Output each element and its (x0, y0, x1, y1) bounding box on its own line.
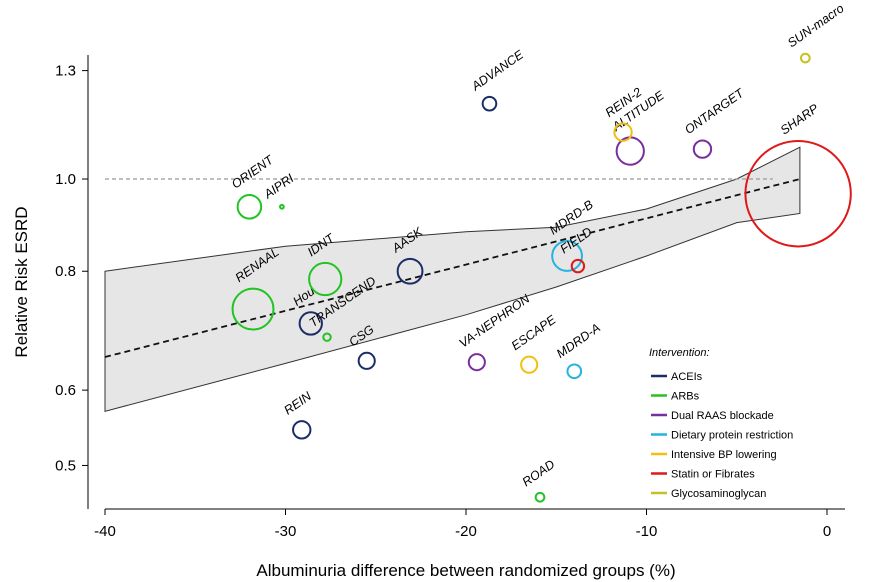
study-bubble (298, 311, 323, 336)
x-tick-label: 0 (823, 523, 831, 540)
legend-label: Statin or Fibrates (671, 469, 755, 481)
study-bubble (236, 194, 263, 220)
study-label: ROAD (520, 457, 558, 489)
study-label: ADVANCE (468, 47, 526, 94)
x-axis-title: Albuminuria difference between randomize… (256, 561, 675, 580)
study-bubble (566, 363, 583, 380)
study-bubble (520, 355, 539, 374)
legend-label: Glycosaminoglycan (671, 488, 766, 500)
study-bubble (396, 257, 424, 285)
legend-label: ACEIs (671, 371, 703, 383)
x-tick-label: -30 (275, 523, 297, 540)
y-tick-label: 1.0 (55, 171, 76, 188)
study-label: SUN-macro (785, 1, 847, 50)
legend-label: Dual RAAS blockade (671, 410, 774, 422)
study-bubble (613, 122, 633, 142)
legend-title: Intervention: (649, 347, 710, 359)
study-bubble (292, 420, 312, 440)
study-bubble (357, 351, 376, 370)
legend-label: Intensive BP lowering (671, 449, 777, 461)
study-label: SHARP (778, 101, 822, 138)
y-axis-title: Relative Risk ESRD (12, 206, 31, 357)
study-label: MDRD-A (554, 321, 603, 361)
y-tick-label: 0.8 (55, 263, 76, 280)
study-bubble (481, 95, 498, 112)
study-label: REIN (281, 388, 314, 417)
axes: 0.5 0.6 0.8 1.0 1.3 -40 -30 -20 -10 0 Albuminuria … (12, 55, 845, 580)
legend: Intervention: ACEIs ARBs Dual RAAS blockade… (649, 347, 793, 500)
legend-label: ARBs (671, 391, 700, 403)
study-label: AIPRI (261, 171, 297, 202)
study-label: ONTARGET (682, 85, 747, 137)
study-bubble (744, 140, 852, 248)
study-bubble (467, 353, 486, 372)
study-bubble (279, 203, 285, 210)
study-bubble (322, 332, 332, 342)
legend-label: Dietary protein restriction (671, 430, 793, 442)
study-bubble (570, 258, 586, 274)
confidence-band (104, 146, 801, 412)
study-bubble (534, 491, 546, 503)
y-tick-label: 0.6 (55, 382, 76, 399)
study-label: ESCAPE (509, 312, 559, 353)
study-bubble (231, 287, 275, 331)
x-tick-label: -20 (455, 523, 477, 540)
plot-area (104, 146, 801, 412)
x-tick-label: -40 (94, 523, 116, 540)
y-tick-label: 0.5 (55, 457, 76, 474)
study-bubble (800, 52, 811, 64)
y-tick-label: 1.3 (55, 63, 76, 80)
x-tick-label: -10 (636, 523, 658, 540)
study-bubble (551, 240, 583, 272)
study-bubble (308, 261, 343, 297)
study-bubble (692, 139, 713, 159)
